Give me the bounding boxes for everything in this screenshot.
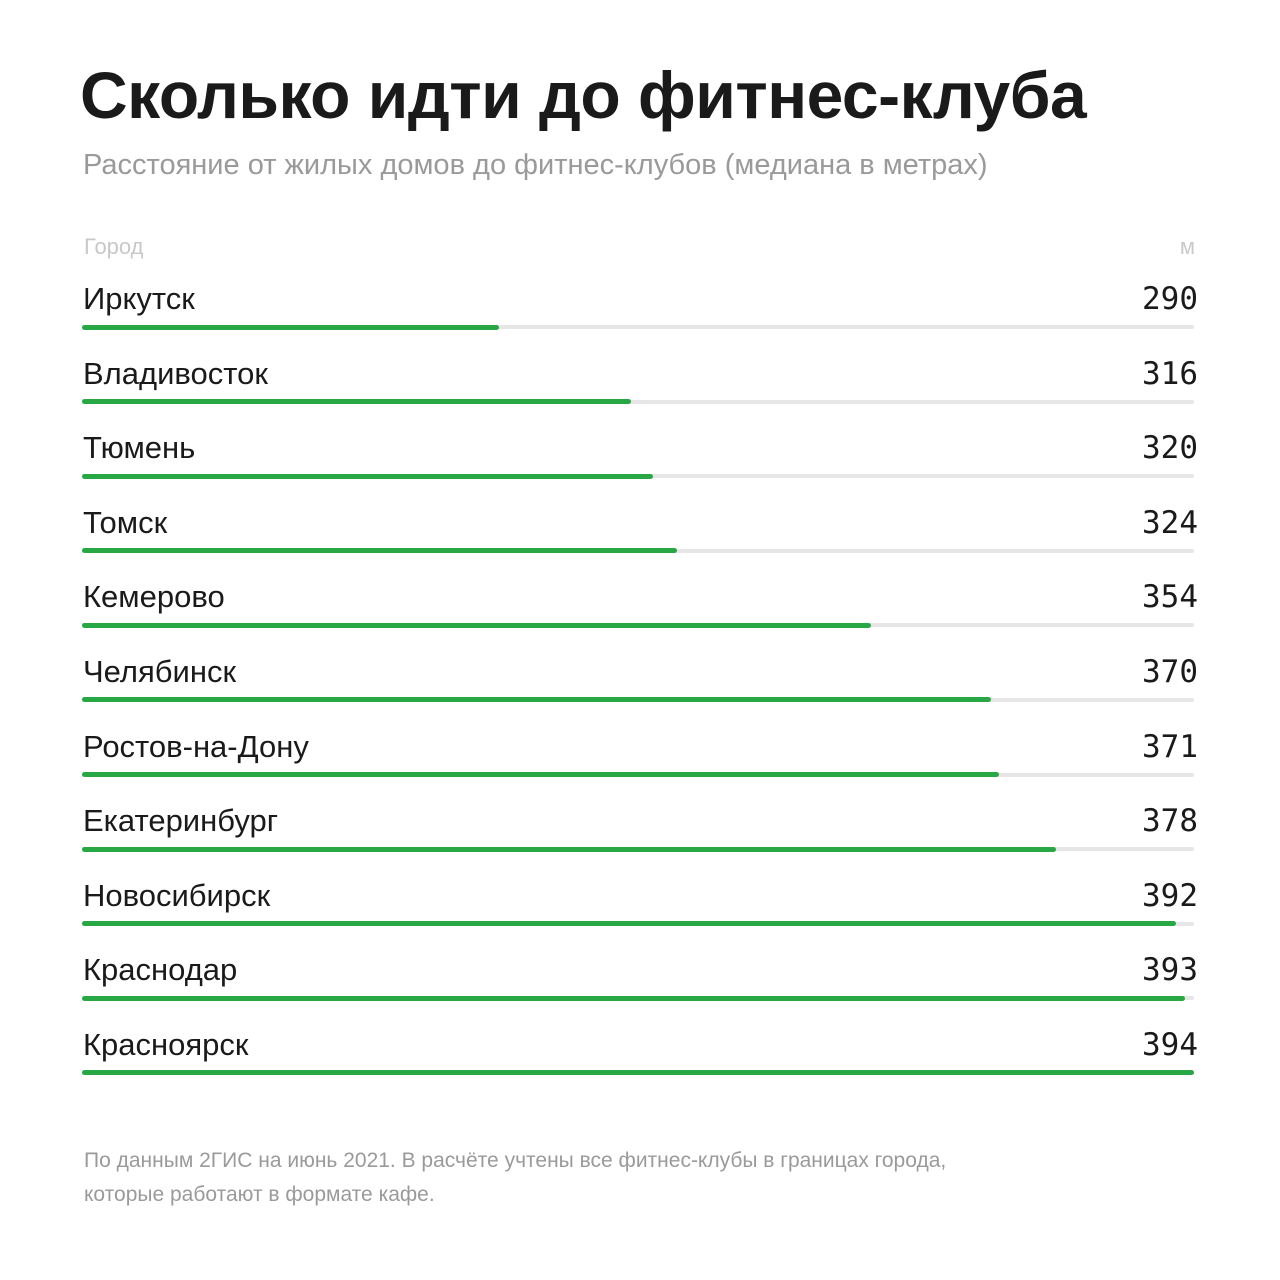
bar-track [82, 697, 1194, 703]
bar-row: Тюмень 320 [82, 419, 1198, 494]
bar [82, 473, 653, 479]
bar-row: Красноярск 394 [82, 1016, 1198, 1091]
bar-row: Владивосток 316 [82, 345, 1198, 420]
bar [82, 622, 871, 628]
bar-track [82, 1070, 1194, 1076]
value-label: 354 [1142, 579, 1198, 616]
value-label: 371 [1142, 728, 1198, 765]
category-label: Новосибирск [83, 877, 271, 913]
bar [82, 548, 677, 554]
bar-row: Иркутск 290 [82, 270, 1198, 345]
bar [82, 399, 631, 405]
value-label: 316 [1142, 355, 1198, 392]
bar [82, 772, 999, 778]
bar-track [82, 772, 1194, 778]
bar-chart: Иркутск 290 Владивосток 316 Тюмень 320 Томск 32… [82, 270, 1198, 1091]
column-header-city: Город [84, 234, 144, 259]
bar-track [82, 324, 1194, 330]
footnote-line-1: По данным 2ГИС на июнь 2021. В расчёте у… [84, 1149, 947, 1172]
category-label: Красноярск [83, 1026, 249, 1062]
bar-row: Екатеринбург 378 [82, 792, 1198, 867]
chart-title: Сколько идти до фитнес-клуба [80, 58, 1087, 132]
bar [82, 921, 1176, 927]
bar-row: Томск 324 [82, 494, 1198, 569]
bar-track [82, 622, 1194, 628]
bar-track [82, 548, 1194, 554]
category-label: Тюмень [83, 430, 196, 466]
column-header-unit: м [1179, 234, 1195, 259]
bar-track [82, 846, 1194, 852]
category-label: Владивосток [83, 355, 268, 391]
footnote-line-2: которые работают в формате кафе. [84, 1183, 435, 1206]
bar-track [82, 399, 1194, 405]
bar-track [82, 921, 1194, 927]
category-label: Екатеринбург [83, 803, 279, 839]
category-label: Ростов-на-Дону [83, 728, 309, 764]
value-label: 394 [1142, 1026, 1198, 1063]
bar-row: Краснодар 393 [82, 941, 1198, 1016]
chart-subtitle: Расстояние от жилых домов до фитнес-клуб… [83, 149, 988, 181]
bar [82, 324, 499, 330]
category-label: Краснодар [83, 952, 238, 988]
bar [82, 995, 1185, 1001]
category-label: Кемерово [83, 579, 225, 615]
value-label: 393 [1142, 952, 1198, 989]
bar-row: Челябинск 370 [82, 643, 1198, 718]
category-label: Челябинск [83, 653, 237, 689]
value-label: 320 [1142, 430, 1198, 467]
bar-track [82, 473, 1194, 479]
bar [82, 1070, 1194, 1076]
value-label: 324 [1142, 504, 1198, 541]
bar-track [82, 995, 1194, 1001]
value-label: 392 [1142, 877, 1198, 914]
bar [82, 846, 1056, 852]
value-label: 290 [1142, 281, 1198, 317]
value-label: 378 [1142, 803, 1198, 840]
bar-row: Ростов-на-Дону 371 [82, 718, 1198, 793]
bar-row: Кемерово 354 [82, 568, 1198, 643]
category-label: Иркутск [83, 281, 195, 316]
value-label: 370 [1142, 653, 1198, 690]
bar-row: Новосибирск 392 [82, 867, 1198, 942]
category-label: Томск [83, 504, 168, 540]
bar [82, 697, 991, 703]
footnote: По данным 2ГИС на июнь 2021. В расчёте у… [84, 1144, 1184, 1212]
